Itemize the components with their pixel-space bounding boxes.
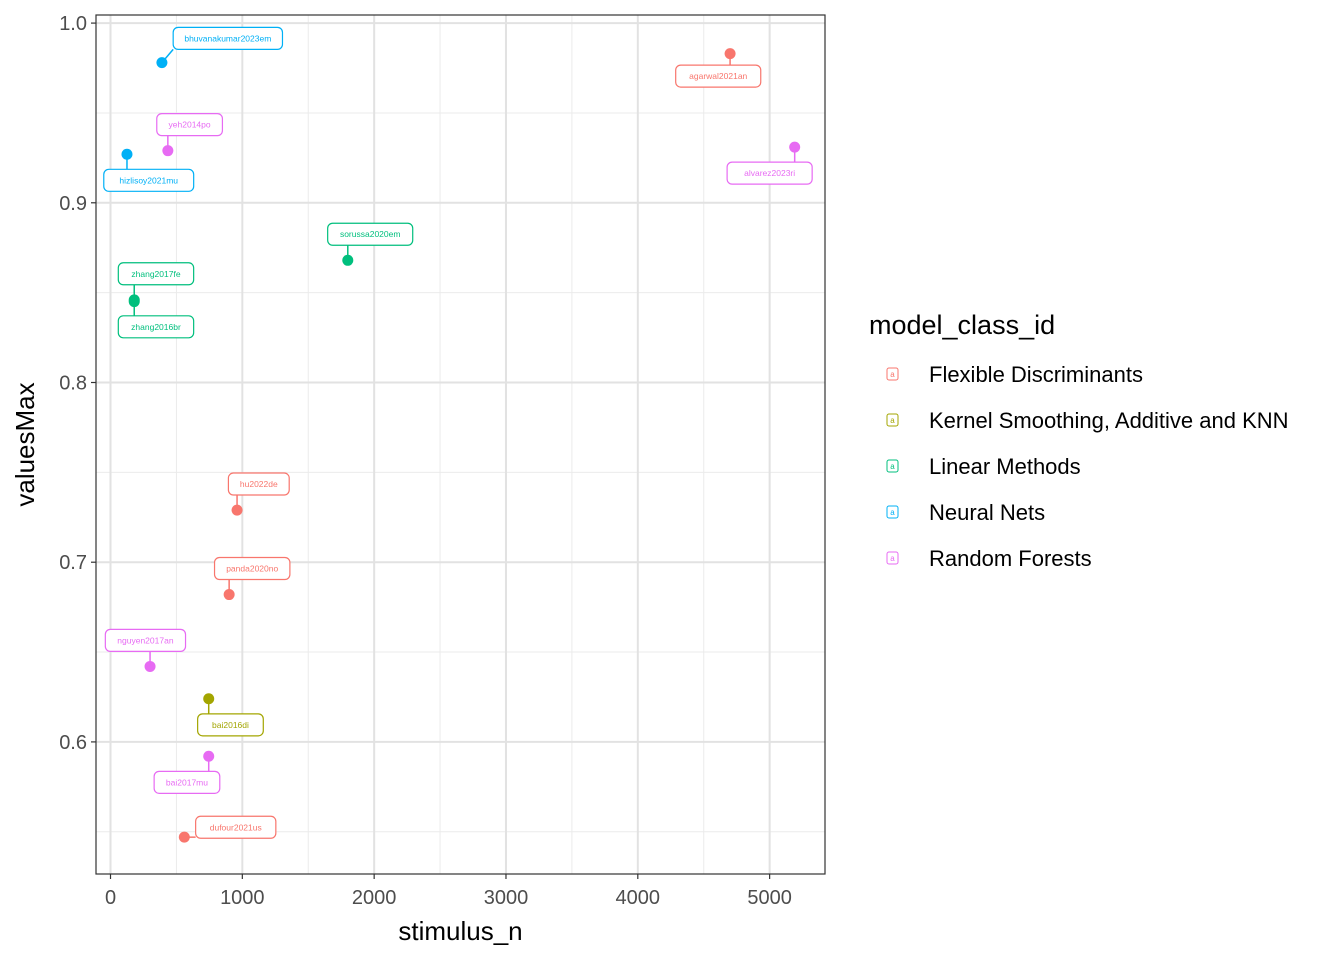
point-label-box	[153, 770, 221, 794]
point-label-box	[117, 262, 195, 286]
legend-key-glyph: a	[890, 416, 895, 425]
legend-label: Flexible Discriminants	[929, 362, 1143, 387]
point-label: panda2020no	[213, 556, 291, 581]
y-axis-title: valuesMax	[10, 382, 40, 506]
legend-entry: a Random Forests	[886, 546, 1092, 571]
point-label: yeh2014po	[156, 113, 224, 137]
point-label-box	[156, 113, 224, 137]
point-label: zhang2017fe	[117, 262, 195, 286]
legend-key	[886, 551, 899, 565]
point-label: alvarez2023ri	[726, 161, 813, 185]
point-label-text: bai2017mu	[166, 777, 208, 787]
y-tick-label: 1.0	[59, 13, 87, 35]
point-label: dufour2021us	[195, 815, 277, 839]
point-label-box	[213, 556, 291, 581]
x-tick-label: 2000	[352, 887, 397, 909]
legend-label: Linear Methods	[929, 454, 1081, 479]
point-label-box	[726, 161, 813, 185]
point-label-box	[227, 472, 290, 496]
plot-panel-background	[96, 15, 825, 874]
legend-entry: a Neural Nets	[886, 500, 1045, 525]
y-tick-label: 0.8	[59, 373, 87, 395]
legend-key-glyph: a	[890, 508, 895, 517]
axes: 0 1000 2000 3000 4000 5000 0.6 0.7 0.8 0.9 1.0	[59, 13, 792, 909]
point-label: agarwal2021an	[675, 64, 762, 88]
point-label-text: agarwal2021an	[689, 71, 747, 81]
point-label-text: yeh2014po	[169, 120, 211, 130]
legend-title: model_class_id	[869, 310, 1055, 340]
point-label-text: bhuvanakumar2023em	[184, 33, 271, 43]
y-tick-label: 0.9	[59, 193, 87, 215]
x-tick-label: 0	[105, 887, 116, 909]
point-label-box	[104, 628, 187, 652]
point-label: bhuvanakumar2023em	[172, 26, 284, 50]
point-labels: agarwal2021an hu2022de panda2020no dufour20…	[103, 26, 813, 839]
legend-entry: a Flexible Discriminants	[886, 362, 1143, 387]
point-label-text: nguyen2017an	[117, 635, 174, 645]
point-label-text: hu2022de	[240, 479, 278, 489]
x-tick-label: 3000	[484, 887, 529, 909]
data-point	[231, 504, 243, 516]
point-label: bai2017mu	[153, 770, 221, 794]
legend-key	[886, 459, 899, 473]
point-label: nguyen2017an	[104, 628, 187, 652]
point-label: hizlisoy2021mu	[103, 168, 195, 192]
x-tick-label: 1000	[220, 887, 265, 909]
legend-label: Neural Nets	[929, 500, 1045, 525]
point-label-text: panda2020no	[226, 563, 278, 573]
legend-label: Kernel Smoothing, Additive and KNN	[929, 408, 1289, 433]
y-tick-label: 0.7	[59, 552, 87, 574]
point-label-text: hizlisoy2021mu	[119, 175, 178, 185]
x-tick-label: 5000	[747, 887, 792, 909]
point-label-box	[103, 168, 195, 192]
point-label-box	[675, 64, 762, 88]
point-label: zhang2016br	[117, 315, 195, 339]
legend-key-glyph: a	[890, 462, 895, 471]
legend-entry: a Linear Methods	[886, 454, 1081, 479]
point-label: hu2022de	[227, 472, 290, 496]
point-label-box	[197, 713, 264, 737]
legend-key-glyph: a	[890, 370, 895, 379]
point-label-box	[172, 26, 284, 50]
plot-panel-border	[95, 14, 826, 875]
point-label: bai2016di	[197, 713, 264, 737]
legend-key	[886, 413, 899, 427]
point-label-box	[195, 815, 277, 839]
label-leader-line	[161, 48, 174, 64]
point-label-text: bai2016di	[212, 720, 249, 730]
x-axis-title: stimulus_n	[398, 916, 522, 946]
grid-lines	[96, 15, 825, 874]
point-label: sorussa2020em	[327, 222, 414, 246]
point-label-box	[117, 315, 195, 339]
x-tick-label: 4000	[616, 887, 661, 909]
legend-entry: a Kernel Smoothing, Additive and KNN	[886, 408, 1289, 433]
legend-label: Random Forests	[929, 546, 1092, 571]
legend: model_class_id a Flexible Discriminants a K…	[869, 310, 1289, 571]
point-label-box	[327, 222, 414, 246]
point-label-text: zhang2016br	[131, 322, 181, 332]
point-label-text: alvarez2023ri	[744, 168, 795, 178]
point-label-text: dufour2021us	[210, 822, 262, 832]
legend-key	[886, 505, 899, 519]
legend-key	[886, 367, 899, 381]
point-label-text: sorussa2020em	[340, 229, 400, 239]
point-label-text: zhang2017fe	[131, 269, 180, 279]
y-tick-label: 0.6	[59, 732, 87, 754]
legend-key-glyph: a	[890, 554, 895, 563]
